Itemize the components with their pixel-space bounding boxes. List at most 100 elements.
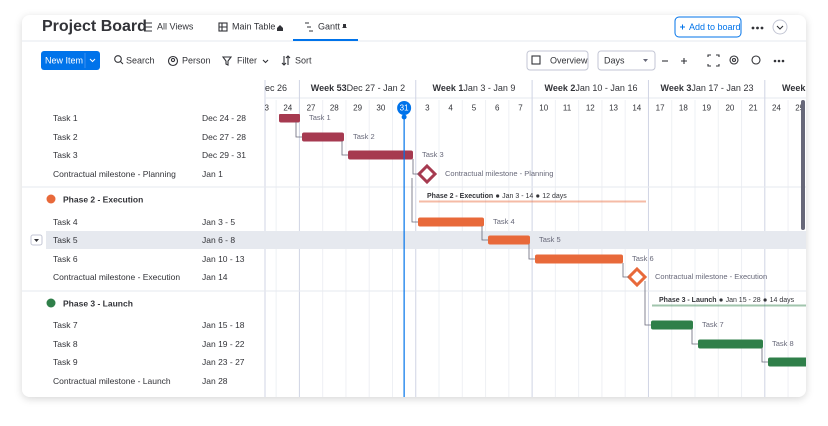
group-summary-label: Phase 2 - Execution Jan 3 - 14 12 days: [427, 193, 567, 200]
zoom-in[interactable]: [681, 58, 687, 64]
week-number: Week 1: [433, 83, 464, 93]
milestone-label: Contractual milestone - Planning: [445, 169, 553, 178]
task-bar[interactable]: [768, 357, 828, 367]
task-bar[interactable]: [279, 114, 300, 123]
task-dates: Jan 1: [202, 169, 223, 179]
week-label: Week 3Jan 17 - Jan 23: [661, 83, 754, 93]
bar-label: Task 7: [702, 320, 724, 329]
selected-row: [46, 231, 806, 249]
day-label: 11: [563, 104, 572, 113]
day-label: 5: [472, 104, 477, 113]
dependency-line: [411, 178, 418, 223]
task-bar[interactable]: [698, 339, 763, 349]
toolbar-more[interactable]: [773, 59, 785, 63]
add-board-button[interactable]: Add to board: [674, 16, 742, 38]
week-label: Dec 26: [258, 83, 287, 93]
week-number: Week 53: [311, 83, 347, 93]
overview-button[interactable]: Overview: [526, 50, 589, 71]
bullet: [496, 194, 500, 198]
card: [22, 15, 806, 397]
task-dates: Jan 19 - 22: [202, 339, 245, 349]
task-bar[interactable]: [348, 150, 413, 160]
dependency-line: [481, 226, 488, 241]
bar-label: Task 3: [422, 150, 444, 159]
dependency-line: [341, 141, 348, 156]
dependency-line: [295, 122, 302, 138]
day-label: 31: [400, 104, 409, 113]
button-label: New Item: [45, 55, 83, 65]
zoom-select[interactable]: Days: [597, 50, 656, 71]
week-range: Jan 3 - Jan 9: [463, 83, 515, 93]
day-label: 10: [539, 104, 548, 113]
sort-icon: [281, 55, 291, 66]
today-line-dot: [401, 114, 407, 120]
scrollbar[interactable]: [801, 100, 805, 230]
week-label: Week 1Jan 3 - Jan 9: [433, 83, 516, 93]
day-label: 6: [495, 104, 500, 113]
bar-label: Task 1: [309, 113, 331, 122]
overview-icon: [531, 55, 541, 65]
task-bar[interactable]: [535, 254, 623, 264]
day-label: 24: [283, 104, 292, 113]
task-name: Task 2: [53, 132, 78, 142]
day-label: 18: [679, 104, 688, 113]
views-icon: [144, 22, 152, 32]
task-dates: Jan 3 - 5: [202, 217, 235, 227]
bar-label: Task 5: [539, 235, 561, 244]
milestone[interactable]: [416, 163, 438, 185]
task-dates: Dec 24 - 28: [202, 113, 246, 123]
button-frame: [674, 16, 742, 38]
board-body: Task 1 Dec 24 - 28 Task 1 Task 2 Dec 27 - 28…: [22, 113, 828, 397]
bar-label: Task 2: [353, 132, 375, 141]
gantt-icon: [305, 22, 313, 32]
task-dates: Jan 14: [202, 272, 228, 282]
milestone[interactable]: [626, 266, 648, 288]
view-tab[interactable]: Main Table: [232, 21, 275, 31]
task-bar[interactable]: [488, 235, 530, 245]
week-range: Dec 26: [258, 83, 287, 93]
week-label: Week 4: [782, 83, 813, 93]
toolbar-button[interactable]: Sort: [295, 55, 312, 65]
new-item-button[interactable]: New Item: [41, 51, 100, 70]
chat-icon[interactable]: [751, 55, 761, 65]
settings-icon[interactable]: [729, 55, 739, 65]
bullet: [536, 194, 540, 198]
toolbar-button[interactable]: Filter: [237, 55, 257, 65]
week-number: Week 2: [545, 83, 576, 93]
home-icon: [277, 25, 283, 31]
more-menu[interactable]: [751, 26, 764, 30]
person-icon: [167, 55, 179, 67]
task-dates: Jan 15 - 18: [202, 320, 245, 330]
plus-icon: [680, 24, 685, 30]
task-bar[interactable]: [302, 132, 344, 142]
task-name: Contractual milestone - Planning: [53, 169, 176, 179]
day-label: 20: [725, 104, 734, 113]
week-label: Week 2Jan 10 - Jan 16: [545, 83, 638, 93]
toolbar-button[interactable]: Search: [126, 55, 155, 65]
week-range: Jan 17 - Jan 23: [691, 83, 753, 93]
caret: [643, 59, 648, 62]
task-bar[interactable]: [418, 217, 484, 227]
view-tab[interactable]: All Views: [157, 21, 194, 31]
dependency-line: [622, 263, 629, 278]
task-dates: Jan 6 - 8: [202, 235, 235, 245]
collapse-button[interactable]: [772, 19, 788, 35]
group-summary-duration: 12 days: [542, 193, 567, 200]
row-expand-caret: [34, 239, 39, 242]
task-dates: Dec 27 - 28: [202, 132, 246, 142]
bar-label: Task 4: [493, 217, 515, 226]
week-range: Dec 27 - Jan 2: [347, 83, 406, 93]
week-number: Week 3: [661, 83, 692, 93]
day-label: 3: [425, 104, 430, 113]
dependency-line: [412, 159, 419, 175]
bullet: [763, 298, 767, 302]
fullscreen-icon[interactable]: [707, 54, 720, 67]
view-tab[interactable]: Gantt: [318, 21, 341, 31]
task-name: Task 3: [53, 150, 78, 160]
group-summary-name: Phase 3 - Launch: [659, 297, 717, 304]
button-label: Overview: [550, 55, 588, 65]
task-bar[interactable]: [651, 320, 693, 330]
toolbar-button[interactable]: Person: [182, 55, 211, 65]
filter-icon: [221, 56, 233, 66]
